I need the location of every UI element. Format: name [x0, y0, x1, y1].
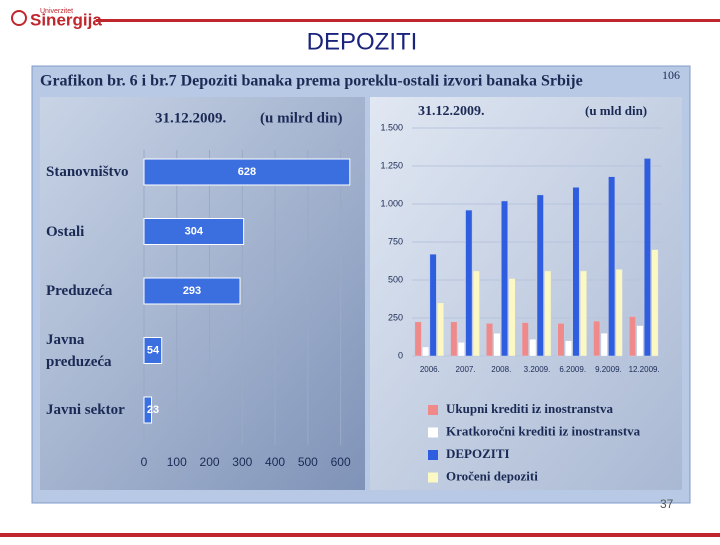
- page-number: 37: [660, 497, 674, 511]
- value-label: 23: [147, 404, 159, 416]
- chart-unit: (u mld din): [585, 103, 647, 118]
- x-tick-label: 300: [232, 455, 252, 469]
- y-tick-label: 750: [388, 236, 403, 246]
- legend-swatch: [428, 427, 438, 438]
- bar: [501, 200, 509, 357]
- footer-rule: [0, 533, 720, 537]
- y-tick-label: 1.500: [380, 122, 403, 132]
- category-label: Preduzeća: [46, 283, 113, 299]
- bar: [508, 278, 516, 357]
- bar: [422, 346, 430, 357]
- logo-icon: [11, 10, 27, 26]
- y-tick-label: 1.250: [380, 160, 403, 170]
- right-panel: [370, 97, 682, 490]
- header-rule: [96, 19, 720, 22]
- bar: [636, 325, 644, 357]
- x-tick-label: 0: [141, 455, 148, 469]
- bar: [486, 323, 494, 357]
- category-label: Ostali: [46, 223, 85, 240]
- y-tick-label: 500: [388, 274, 403, 284]
- bar: [437, 302, 445, 357]
- bar: [457, 342, 465, 357]
- legend-label: DEPOZITI: [446, 446, 510, 461]
- x-tick-label: 6.2009.: [559, 365, 586, 374]
- bar: [593, 320, 601, 357]
- chart-title: 31.12.2009.: [155, 110, 227, 126]
- legend-swatch: [428, 472, 438, 483]
- bar: [143, 158, 351, 186]
- y-tick-label: 1.000: [380, 198, 403, 208]
- legend-swatch: [428, 405, 438, 415]
- slide-title: DEPOZITI: [307, 28, 418, 55]
- y-tick-label: 0: [398, 350, 403, 360]
- legend-label: Oročeni depoziti: [446, 468, 538, 483]
- bar: [572, 187, 580, 357]
- x-tick-label: 2007.: [456, 365, 476, 374]
- x-tick-label: 100: [167, 455, 187, 469]
- value-label: 628: [238, 166, 256, 178]
- legend-swatch: [428, 450, 438, 460]
- bar: [143, 218, 245, 245]
- x-tick-label: 9.2009.: [595, 365, 622, 374]
- chart-title: 31.12.2009.: [418, 104, 485, 119]
- x-tick-label: 200: [200, 455, 220, 469]
- x-tick-label: 2008.: [491, 365, 511, 374]
- value-label: 293: [183, 285, 201, 297]
- x-tick-label: 3.2009.: [524, 365, 551, 374]
- banner-title: Grafikon br. 6 i br.7 Depoziti banaka pr…: [40, 73, 583, 90]
- bar: [628, 316, 636, 357]
- banner-sup: 106: [662, 68, 680, 82]
- bar: [564, 340, 572, 357]
- y-tick-label: Stanovništvo: [46, 164, 129, 180]
- bar: [608, 176, 616, 357]
- bar: [429, 253, 437, 357]
- logo-top: Univerzitet: [40, 8, 73, 15]
- x-tick-label: 12.2009.: [629, 365, 660, 374]
- bar: [493, 332, 501, 357]
- bar: [600, 332, 608, 357]
- bar: [143, 337, 163, 364]
- x-tick-label: 500: [298, 455, 318, 469]
- category-label: Stanovništvo: [46, 164, 129, 180]
- y-tick-label: Preduzeća: [46, 283, 113, 299]
- x-tick-label: 400: [265, 455, 285, 469]
- y-tick-label: 250: [388, 312, 403, 322]
- bar: [536, 194, 544, 357]
- bar: [557, 323, 565, 357]
- bar: [529, 339, 537, 357]
- bar: [143, 396, 153, 424]
- bar: [651, 249, 659, 357]
- bar: [465, 209, 473, 357]
- category-label: Javni sektor: [46, 402, 125, 418]
- category-label: Javna preduzeća: [46, 331, 112, 370]
- bar: [643, 158, 651, 357]
- bar: [450, 321, 458, 357]
- bar: [544, 270, 552, 357]
- x-tick-label: 600: [331, 455, 351, 469]
- bar: [414, 321, 422, 357]
- chart-unit: (u milrd din): [260, 110, 343, 126]
- y-tick-label: Javna preduzeća: [46, 331, 112, 370]
- y-tick-label: Ostali: [46, 223, 85, 240]
- y-tick-label: Javni sektor: [46, 402, 125, 418]
- logo: Sinergija: [30, 10, 102, 29]
- value-label: 54: [147, 344, 160, 356]
- x-tick-label: 2006.: [420, 365, 440, 374]
- bar: [579, 270, 587, 357]
- bar: [143, 277, 241, 305]
- legend-label: Ukupni krediti iz inostranstva: [446, 401, 613, 416]
- bar: [615, 269, 623, 357]
- bar: [521, 322, 529, 357]
- value-label: 304: [185, 225, 204, 237]
- bar: [472, 270, 480, 357]
- legend-label: Kratkoročni krediti iz inostranstva: [446, 423, 641, 438]
